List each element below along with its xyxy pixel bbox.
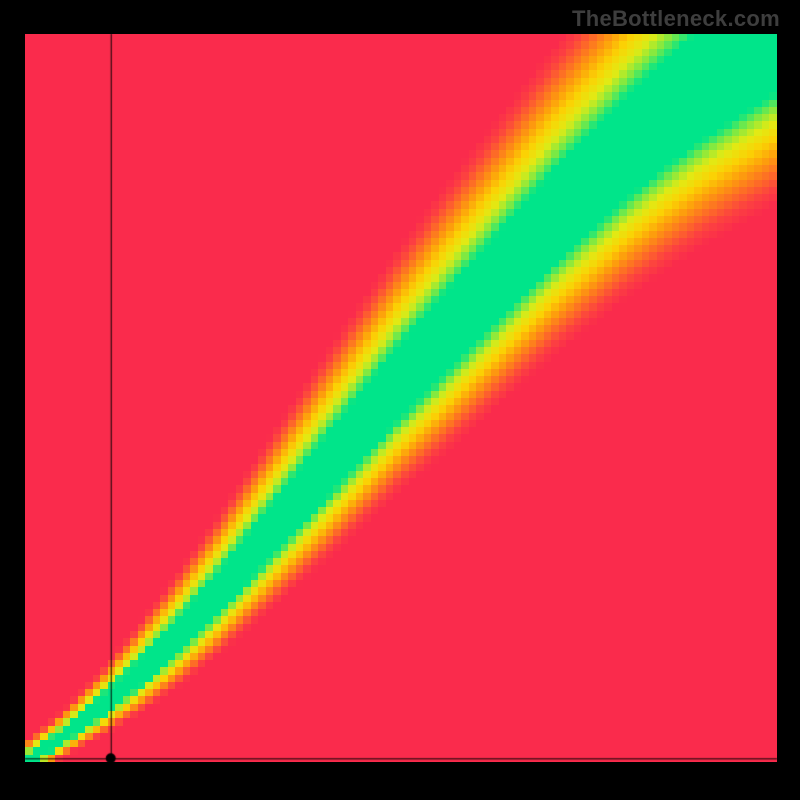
watermark-text: TheBottleneck.com: [572, 6, 780, 32]
chart-container: TheBottleneck.com: [0, 0, 800, 800]
crosshair-overlay: [0, 0, 800, 800]
